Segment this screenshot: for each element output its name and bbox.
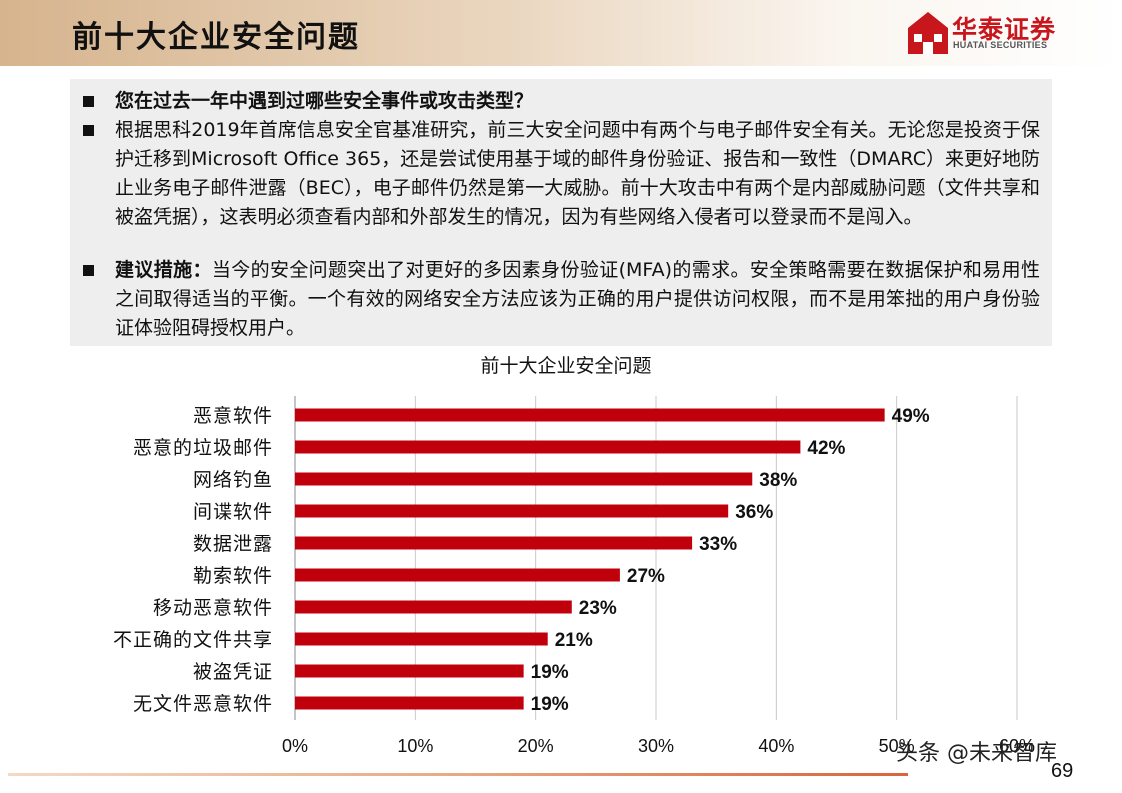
bullet-square-icon xyxy=(83,96,94,107)
bar xyxy=(295,600,572,614)
data-label: 36% xyxy=(735,502,773,523)
x-tick-label: 20% xyxy=(518,736,554,756)
category-label: 移动恶意软件 xyxy=(153,597,273,619)
category-label: 网络钓鱼 xyxy=(193,469,273,491)
category-label: 恶意软件 xyxy=(193,405,273,427)
data-label: 42% xyxy=(807,438,845,459)
recommendation-label: 建议措施： xyxy=(115,259,212,281)
summary-box xyxy=(70,79,1052,346)
bar xyxy=(295,408,885,422)
logo-text: 华泰证券 xyxy=(952,15,1057,44)
chart-title: 前十大企业安全问题 xyxy=(480,355,651,377)
x-tick-label: 10% xyxy=(397,736,433,756)
category-label: 恶意的垃圾邮件 xyxy=(133,437,273,459)
data-label: 49% xyxy=(892,406,930,427)
category-label: 无文件恶意软件 xyxy=(133,693,273,715)
bullet-square-icon xyxy=(83,125,94,136)
page-number: 69 xyxy=(1051,760,1074,782)
question-text: 您在过去一年中遇到过哪些安全事件或攻击类型？ xyxy=(115,90,534,112)
bar xyxy=(295,664,524,678)
data-label: 23% xyxy=(579,598,617,619)
data-label: 21% xyxy=(555,630,593,651)
category-label: 数据泄露 xyxy=(193,533,273,555)
logo-subtitle: HUATAI SECURITIES xyxy=(953,40,1048,50)
category-label: 不正确的文件共享 xyxy=(113,629,273,651)
footer-line xyxy=(8,773,908,776)
x-tick-label: 40% xyxy=(758,736,794,756)
data-label: 33% xyxy=(699,534,737,555)
bar xyxy=(295,568,620,582)
data-label: 19% xyxy=(531,662,569,683)
category-label: 间谍软件 xyxy=(193,501,273,523)
header-band: 前十大企业安全问题 华泰证券 HUATAI SECURITIES xyxy=(0,0,1122,66)
recommendation-paragraph: 建议措施：当今的安全问题突出了对更好的多因素身份验证(MFA)的需求。安全策略需… xyxy=(115,256,1040,343)
research-paragraph: 根据思科2019年首席信息安全官基准研究，前三大安全问题中有两个与电子邮件安全有… xyxy=(115,119,1040,228)
bar xyxy=(295,440,801,454)
category-label: 被盗凭证 xyxy=(193,661,273,683)
x-tick-label: 50% xyxy=(879,736,915,756)
watermark-text: 头条 @未来智库 xyxy=(896,741,1057,766)
category-label: 勒索软件 xyxy=(193,565,273,587)
bar xyxy=(295,632,548,646)
bar xyxy=(295,696,524,710)
bar xyxy=(295,504,729,518)
data-label: 27% xyxy=(627,566,665,587)
x-tick-label: 60% xyxy=(999,736,1035,756)
huatai-logo-icon xyxy=(908,12,948,54)
x-tick-label: 30% xyxy=(638,736,674,756)
page-title: 前十大企业安全问题 xyxy=(72,20,360,55)
data-label: 38% xyxy=(759,470,797,491)
data-label: 19% xyxy=(531,694,569,715)
x-tick-label: 0% xyxy=(282,736,308,756)
bullet-square-icon xyxy=(83,265,94,276)
bar xyxy=(295,536,693,550)
bar xyxy=(295,472,753,486)
recommendation-text: 当今的安全问题突出了对更好的多因素身份验证(MFA)的需求。安全策略需要在数据保… xyxy=(115,259,1040,339)
